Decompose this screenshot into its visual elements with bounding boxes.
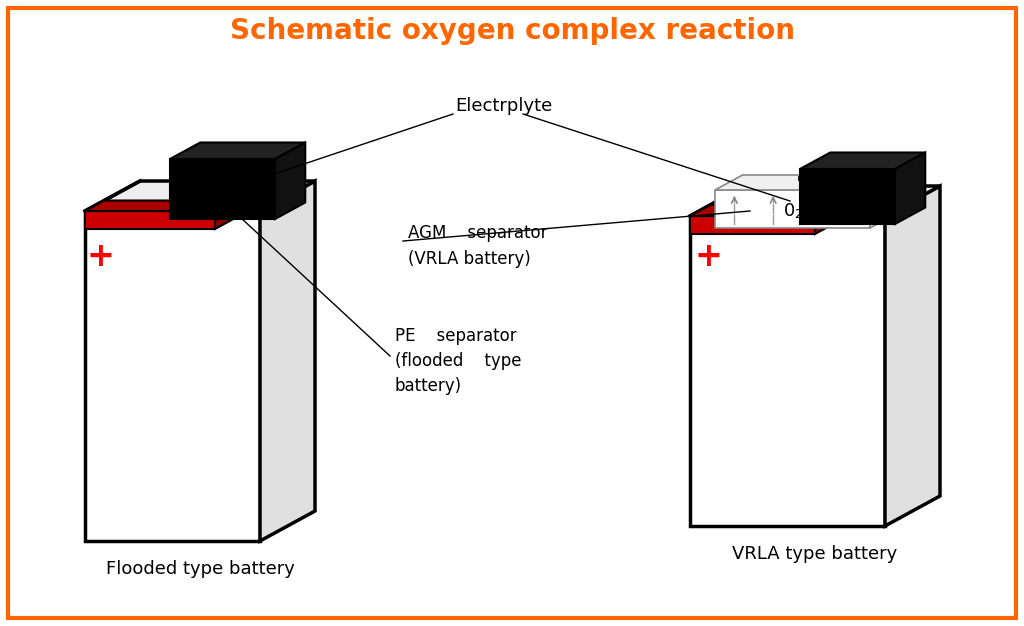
Text: 0: 0 [178,197,189,215]
Text: AGM    separator
(VRLA battery): AGM separator (VRLA battery) [408,225,548,267]
Text: Schematic oxygen complex reaction: Schematic oxygen complex reaction [229,17,795,45]
Text: 2: 2 [226,170,233,183]
Polygon shape [690,216,815,234]
Polygon shape [800,153,926,169]
Polygon shape [815,205,836,234]
Polygon shape [800,169,895,224]
Polygon shape [690,216,885,526]
Polygon shape [85,200,234,211]
Text: 2: 2 [189,203,197,217]
Text: 0: 0 [783,202,795,220]
Text: +: + [695,240,723,272]
Polygon shape [690,205,836,216]
Text: 2: 2 [795,208,803,222]
Text: VRLA type battery: VRLA type battery [732,545,898,563]
Text: Electrplyte: Electrplyte [455,97,552,115]
Text: H: H [215,163,228,181]
Text: +: + [87,240,115,272]
Polygon shape [170,159,275,219]
Polygon shape [260,181,315,541]
Polygon shape [260,169,282,216]
Polygon shape [715,175,897,190]
Polygon shape [715,190,870,228]
Polygon shape [180,169,282,181]
Polygon shape [895,153,926,224]
Polygon shape [215,200,234,229]
Polygon shape [690,186,940,216]
Polygon shape [870,175,897,228]
Polygon shape [85,181,315,211]
Polygon shape [180,181,260,216]
Polygon shape [885,186,940,526]
Polygon shape [85,211,260,541]
Text: Flooded type battery: Flooded type battery [105,560,295,578]
Polygon shape [170,143,305,159]
Polygon shape [85,211,215,229]
Text: PE    separator
(flooded    type
battery): PE separator (flooded type battery) [395,327,521,395]
Polygon shape [275,143,305,219]
